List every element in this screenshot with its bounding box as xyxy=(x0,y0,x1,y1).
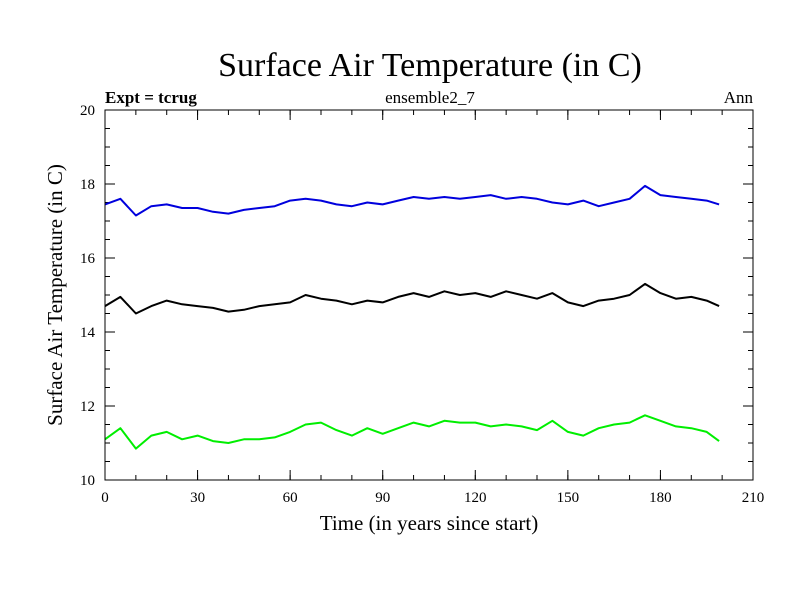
x-axis-label: Time (in years since start) xyxy=(320,511,539,535)
y-tick-label: 20 xyxy=(80,103,95,119)
y-tick-label: 16 xyxy=(80,251,96,267)
chart-title: Surface Air Temperature (in C) xyxy=(218,47,642,84)
x-tick-label: 60 xyxy=(283,490,298,506)
x-tick-label: 180 xyxy=(649,490,672,506)
y-tick-labels: 10 12 14 16 18 20 xyxy=(80,103,96,489)
x-tick-label: 0 xyxy=(101,490,109,506)
x-tick-labels: 0 30 60 90 120 150 180 210 xyxy=(101,490,764,506)
y-tick-label: 12 xyxy=(80,399,95,415)
y-tick-label: 10 xyxy=(80,473,95,489)
y-tick-label: 18 xyxy=(80,177,95,193)
series-line-lower xyxy=(104,414,720,450)
x-tick-label: 210 xyxy=(742,490,765,506)
experiment-label: Expt = tcrug xyxy=(105,88,197,107)
plot-frame xyxy=(104,109,754,481)
x-tick-label: 120 xyxy=(464,490,487,506)
series-group xyxy=(104,184,720,450)
x-tick-label: 150 xyxy=(557,490,580,506)
y-tick-label: 14 xyxy=(80,325,96,341)
series-line-upper xyxy=(104,184,720,217)
season-label: Ann xyxy=(724,88,754,107)
ensemble-label: ensemble2_7 xyxy=(385,88,475,107)
series-line-middle xyxy=(104,282,720,315)
y-axis-label: Surface Air Temperature (in C) xyxy=(43,164,67,426)
x-tick-label: 30 xyxy=(190,490,205,506)
x-tick-label: 90 xyxy=(375,490,390,506)
